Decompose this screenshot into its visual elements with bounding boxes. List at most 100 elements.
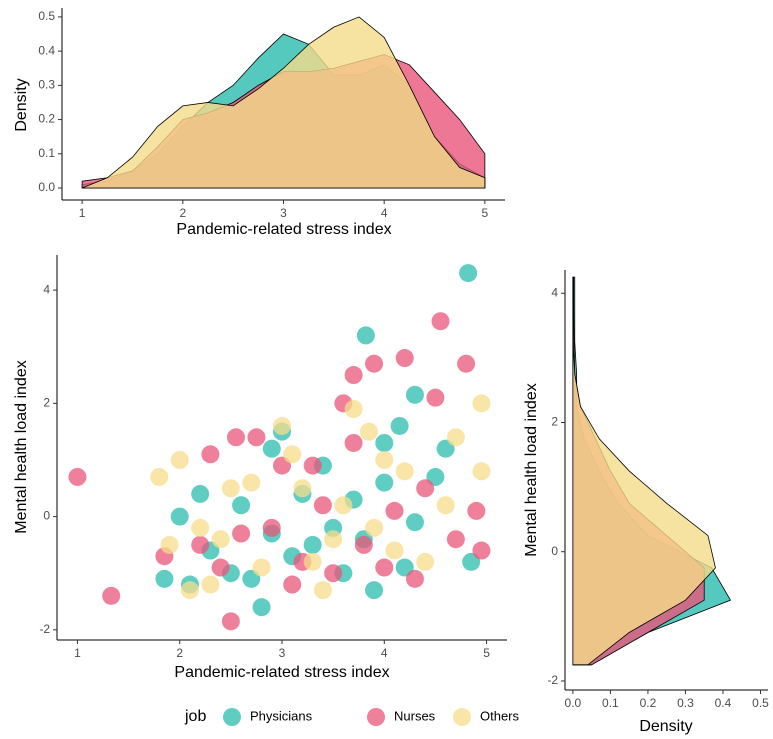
density-area: [572, 277, 716, 666]
point: [365, 354, 384, 373]
point: [170, 507, 189, 526]
x-tick-label: 4: [381, 206, 388, 220]
legend-label: Others: [480, 708, 520, 723]
legend-label: Nurses: [394, 708, 436, 723]
point: [211, 530, 230, 549]
point: [247, 428, 266, 447]
x-tick-label: 5: [483, 646, 490, 660]
point: [375, 450, 394, 469]
point: [431, 312, 450, 331]
point: [273, 416, 291, 435]
y-tick-label: 4: [43, 282, 50, 296]
x-axis-title: Density: [639, 718, 692, 735]
point: [446, 428, 465, 447]
point: [293, 479, 312, 498]
point: [365, 518, 384, 537]
point: [472, 462, 491, 481]
point: [446, 530, 465, 549]
y-tick-label: 2: [551, 415, 558, 429]
legend-title: job: [184, 708, 206, 725]
x-tick-label: 2: [179, 206, 186, 220]
y-axis-title: Density: [13, 78, 30, 131]
point: [359, 422, 378, 441]
point: [375, 433, 394, 452]
y-tick-label: 0.1: [38, 146, 55, 160]
x-tick-label: 0.2: [640, 696, 657, 710]
y-tick-label: -2: [39, 622, 50, 636]
point: [390, 416, 409, 435]
x-tick-label: 0.1: [602, 696, 619, 710]
point: [252, 558, 271, 577]
point: [405, 569, 424, 588]
x-tick-label: 0.5: [752, 696, 769, 710]
y-tick-label: 0: [551, 544, 558, 558]
point: [385, 501, 404, 520]
point: [201, 445, 220, 464]
point: [303, 456, 322, 475]
point: [313, 496, 332, 515]
point: [457, 354, 476, 373]
point: [324, 530, 343, 549]
point: [262, 439, 281, 458]
point: [472, 541, 491, 560]
point: [283, 445, 302, 464]
legend-marker: [367, 708, 385, 726]
x-tick-label: 1: [74, 646, 81, 660]
point: [102, 586, 121, 605]
point: [467, 501, 486, 520]
x-tick-label: 5: [482, 206, 489, 220]
y-tick-label: 0.0: [38, 180, 55, 194]
y-axis-title: Mental health load index: [523, 383, 540, 556]
point: [232, 524, 251, 543]
point: [201, 575, 220, 594]
point: [344, 433, 363, 452]
point: [334, 496, 353, 515]
point: [472, 394, 491, 413]
point: [232, 496, 251, 515]
point: [68, 467, 87, 486]
point: [395, 349, 414, 368]
point: [242, 473, 261, 492]
point: [180, 581, 199, 600]
point: [170, 450, 189, 469]
point: [221, 479, 240, 498]
x-tick-label: 0.4: [715, 696, 732, 710]
point: [262, 518, 281, 537]
x-tick-label: 0.3: [677, 696, 694, 710]
point: [459, 264, 478, 283]
point: [191, 535, 210, 554]
point: [395, 462, 414, 481]
x-axis-title: Pandemic-related stress index: [176, 221, 391, 238]
point: [344, 400, 363, 418]
density-area: [81, 16, 486, 189]
point: [416, 479, 435, 498]
legend-label: Physicians: [250, 708, 313, 723]
point: [405, 385, 424, 404]
point: [303, 535, 322, 554]
point: [354, 535, 373, 554]
y-tick-label: 0.3: [38, 78, 55, 92]
point: [313, 581, 332, 600]
y-tick-label: 0.5: [38, 9, 55, 23]
x-tick-label: 0.0: [565, 696, 582, 710]
x-tick-label: 3: [280, 206, 287, 220]
x-tick-label: 1: [79, 206, 86, 220]
point: [344, 366, 363, 385]
point: [283, 575, 302, 594]
point: [303, 552, 322, 571]
point: [191, 484, 210, 503]
point: [375, 558, 394, 577]
point: [385, 541, 404, 560]
point: [356, 326, 375, 345]
point: [150, 467, 169, 486]
legend-marker: [453, 708, 471, 726]
point: [436, 496, 455, 515]
point: [405, 513, 424, 532]
point: [375, 473, 394, 492]
point: [155, 569, 174, 588]
point: [324, 564, 343, 583]
x-axis-title: Pandemic-related stress index: [174, 664, 389, 681]
point: [426, 388, 445, 407]
y-tick-label: 0: [43, 509, 50, 523]
